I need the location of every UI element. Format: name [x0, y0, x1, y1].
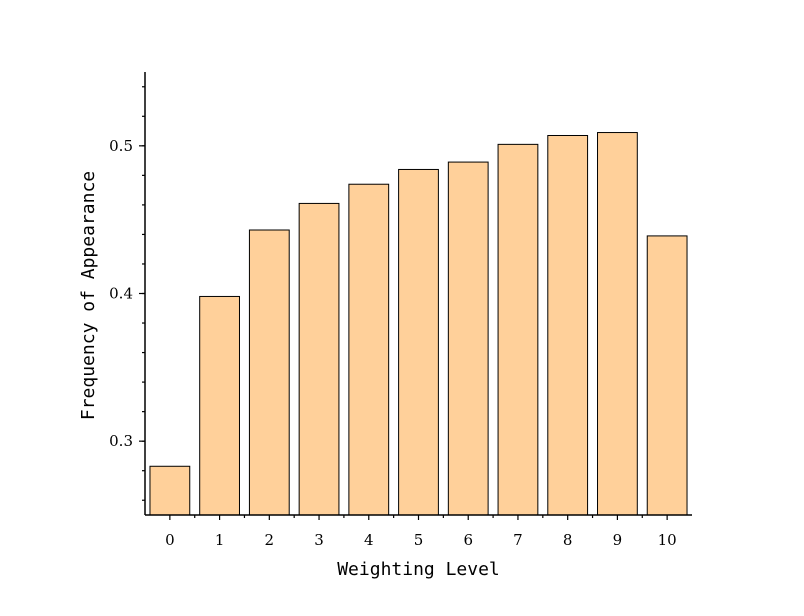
x-tick-label: 9: [613, 531, 623, 549]
x-tick-label: 1: [215, 531, 225, 549]
bar-8: [547, 134, 589, 516]
bar-1: [199, 295, 240, 516]
y-tick-label: 0.4: [109, 285, 133, 303]
bar-0: [149, 465, 191, 516]
bars-group: [149, 132, 688, 516]
y-tick-label: 0.3: [109, 432, 133, 450]
bar-4: [348, 183, 390, 516]
x-tick-label: 6: [463, 531, 473, 549]
bar-7: [497, 143, 539, 516]
bar-10: [646, 235, 688, 516]
x-tick-label: 3: [314, 531, 324, 549]
x-tick-label: 7: [513, 531, 523, 549]
x-tick-label: 4: [364, 531, 374, 549]
x-tick-label: 5: [414, 531, 424, 549]
bar-2: [248, 229, 290, 516]
bar-3: [298, 202, 340, 516]
bar-5: [398, 168, 439, 516]
y-ticks-group: 0.3 0.4 0.5: [109, 86, 145, 501]
x-tick-label: 0: [165, 531, 175, 549]
x-tick-label: 10: [658, 531, 677, 549]
x-ticks-group: 0 1 2 3 4 5 6 7 8 9 10: [165, 515, 677, 549]
x-tick-label: 8: [563, 531, 573, 549]
y-axis-title: Frequency of Appearance: [78, 171, 99, 420]
x-tick-label: 2: [265, 531, 275, 549]
y-tick-label: 0.5: [109, 137, 133, 155]
bar-9: [597, 132, 638, 516]
bar-6: [447, 161, 489, 516]
x-axis-title: Weighting Level: [337, 559, 500, 580]
